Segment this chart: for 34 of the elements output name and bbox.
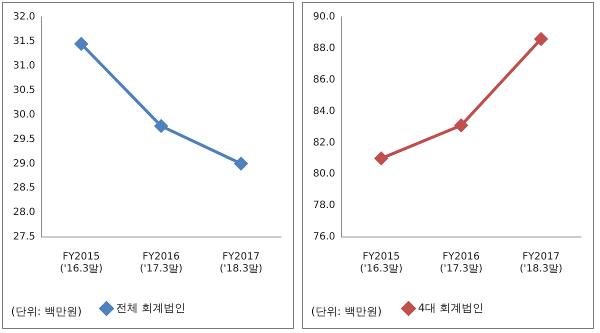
point bbox=[454, 118, 468, 132]
y-tick-label: 88.0 bbox=[313, 43, 336, 54]
y-tick-label: 82.0 bbox=[313, 137, 336, 148]
y-tick-label: 27.5 bbox=[13, 232, 36, 243]
x-tick-label: FY2015 ('16.3말) bbox=[60, 252, 103, 275]
y-tick-label: 76.0 bbox=[313, 232, 336, 243]
legend-label: 4대 회계법인 bbox=[418, 301, 484, 314]
point bbox=[374, 152, 388, 165]
x-tick-label: FY2017 ('18.3말) bbox=[520, 252, 563, 275]
point bbox=[534, 32, 548, 46]
y-tick-label: 30.0 bbox=[13, 109, 36, 120]
point bbox=[74, 37, 88, 50]
x-tick-label: FY2017 ('18.3말) bbox=[220, 252, 263, 275]
point bbox=[234, 157, 248, 170]
y-tick-label: 84.0 bbox=[313, 106, 336, 117]
y-tick-label: 29.0 bbox=[13, 158, 36, 170]
y-tick-label: 78.0 bbox=[313, 200, 336, 212]
x-tick-label: FY2016 ('17.3말) bbox=[440, 252, 483, 275]
y-tick-label: 32.0 bbox=[13, 12, 36, 23]
y-tick-label: 31.0 bbox=[13, 60, 36, 72]
y-tick-label: 80.0 bbox=[313, 168, 336, 180]
y-tick-label: 28.5 bbox=[13, 182, 36, 194]
text: (단위: 백만원) bbox=[311, 304, 382, 319]
legend-label: 전체 회계법인 bbox=[116, 301, 186, 314]
y-tick-label: 29.5 bbox=[13, 134, 36, 145]
x-tick-label: FY2015 ('16.3말) bbox=[360, 252, 403, 275]
y-tick-label: 28.0 bbox=[13, 207, 36, 218]
x-tick-label: FY2016 ('17.3말) bbox=[140, 252, 183, 275]
y-tick-label: 86.0 bbox=[313, 74, 336, 86]
text: (단위: 백만원) bbox=[11, 304, 82, 319]
point bbox=[154, 120, 168, 133]
y-tick-label: 31.5 bbox=[13, 36, 36, 48]
y-tick-label: 30.5 bbox=[13, 84, 36, 96]
y-tick-label: 90.0 bbox=[313, 12, 336, 23]
